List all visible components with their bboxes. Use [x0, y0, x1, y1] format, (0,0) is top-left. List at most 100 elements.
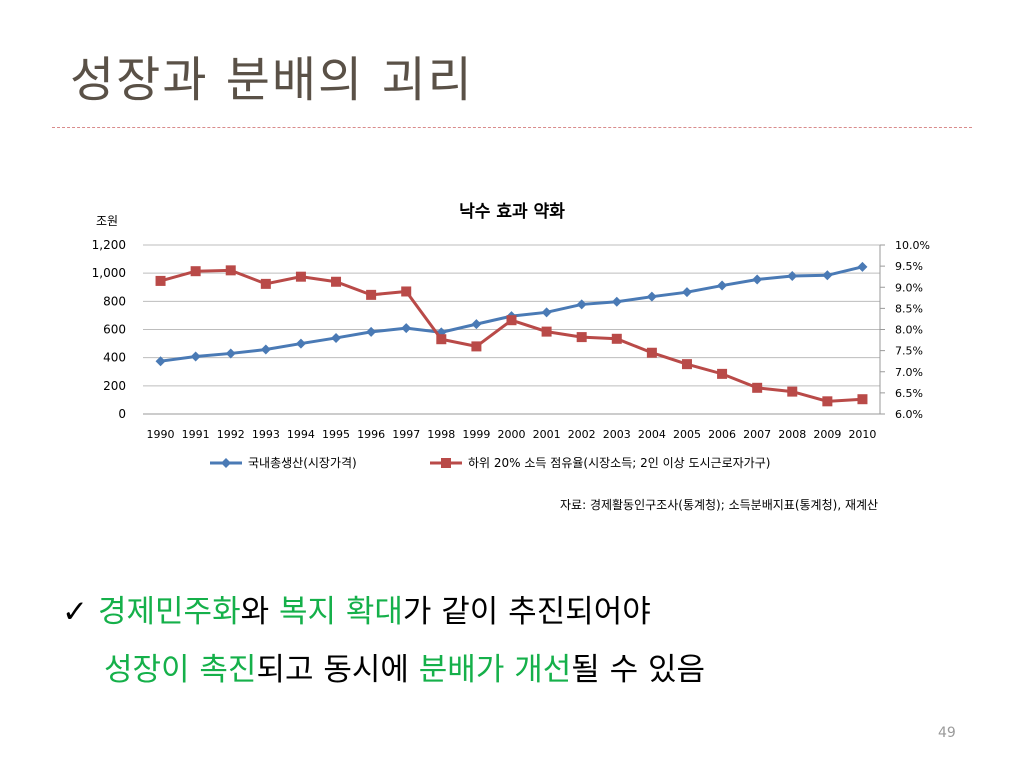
page-number: 49 [938, 725, 956, 741]
x-tick-label: 2006 [708, 428, 736, 441]
right-tick-label: 8.0% [895, 324, 923, 337]
data-point-gdp [366, 326, 377, 337]
slide-title: 성장과 분배의 괴리 [70, 52, 474, 108]
series-layer [155, 261, 868, 407]
bullet-line-1-segment: 와 [240, 594, 279, 630]
bullet-line-1-segment: 경제민주화 [97, 594, 241, 630]
x-tick-label: 1997 [392, 428, 420, 441]
bullet-line-2-segment: 될 수 있음 [571, 652, 706, 688]
data-point-gdp [401, 323, 412, 334]
chart-title: 낙수 효과 약화 [459, 201, 565, 222]
right-axis-ticks: 6.0% 6.5% 7.0% 7.5% 8.0% 8.5% 9.0% 9.5% 10.0% [880, 239, 930, 421]
left-tick-label: 400 [103, 351, 126, 365]
right-tick-label: 10.0% [895, 239, 930, 252]
right-tick-label: 7.5% [895, 345, 923, 358]
x-tick-label: 2004 [638, 428, 666, 441]
data-point-share [576, 332, 587, 343]
data-point-share [857, 394, 868, 405]
x-tick-label: 2005 [673, 428, 701, 441]
data-point-gdp [190, 351, 201, 362]
data-point-share [646, 347, 657, 358]
data-point-share [401, 286, 412, 297]
bullet-line-2: 성장이 촉진되고 동시에 분배가 개선될 수 있음 [104, 644, 705, 689]
title-divider [52, 127, 972, 128]
data-point-share [541, 326, 552, 337]
data-point-share [822, 396, 833, 407]
data-point-gdp [576, 299, 587, 310]
legend-label-1: 국내총생산(시장가격) [248, 456, 357, 470]
x-tick-label: 1999 [462, 428, 490, 441]
right-tick-label: 8.5% [895, 302, 923, 315]
x-tick-label: 1993 [252, 428, 280, 441]
data-point-gdp [857, 261, 868, 272]
data-point-share [787, 386, 798, 397]
left-tick-label: 0 [118, 407, 126, 421]
left-tick-label: 1,200 [92, 238, 126, 252]
legend-marker-square [441, 458, 451, 468]
data-point-gdp [752, 274, 763, 285]
bullet-line-1: ✓ 경제민주화와 복지 확대가 같이 추진되어야 [62, 586, 651, 631]
source-note: 자료: 경제활동인구조사(통계청); 소득분배지표(통계청), 재계산 [560, 498, 879, 512]
x-tick-label: 1994 [287, 428, 315, 441]
x-tick-label: 2002 [568, 428, 596, 441]
x-tick-label: 1991 [182, 428, 210, 441]
x-tick-label: 2003 [603, 428, 631, 441]
x-tick-label: 1992 [217, 428, 245, 441]
data-point-gdp [295, 338, 306, 349]
x-axis-ticks: 1990 1991 1992 1993 1994 1995 1996 1997 1998 1999… [147, 428, 877, 441]
data-point-share [611, 333, 622, 344]
right-tick-label: 7.0% [895, 366, 923, 379]
data-point-share [366, 289, 377, 300]
x-tick-label: 2008 [778, 428, 806, 441]
data-point-gdp [611, 296, 622, 307]
left-tick-label: 600 [103, 323, 126, 337]
right-tick-label: 6.5% [895, 387, 923, 400]
x-tick-label: 2010 [848, 428, 876, 441]
left-axis-unit: 조원 [96, 214, 118, 228]
bullet-line-1-segment: 가 같이 추진되어야 [402, 594, 651, 630]
data-point-share [752, 382, 763, 393]
data-point-share [331, 276, 342, 287]
data-point-gdp [260, 344, 271, 355]
bullet-line-2-segment: 성장이 촉진 [104, 652, 257, 688]
right-tick-label: 6.0% [895, 408, 923, 421]
x-tick-label: 1995 [322, 428, 350, 441]
data-point-gdp [541, 307, 552, 318]
x-tick-label: 2000 [498, 428, 526, 441]
x-tick-label: 2007 [743, 428, 771, 441]
legend: 국내총생산(시장가격) 하위 20% 소득 점유율(시장소득; 2인 이상 도시근… [210, 456, 770, 470]
data-point-share [436, 334, 447, 345]
data-point-share [471, 341, 482, 352]
x-tick-label: 2009 [813, 428, 841, 441]
data-point-gdp [681, 287, 692, 298]
bullet-line-2-segment: 분배가 개선 [418, 652, 572, 688]
check-icon: ✓ [62, 594, 88, 630]
bullet-line-2-segment: 되고 동시에 [256, 652, 419, 688]
data-point-share [295, 271, 306, 282]
right-tick-label: 9.5% [895, 260, 923, 273]
data-point-gdp [787, 270, 798, 281]
data-point-share [190, 266, 201, 277]
legend-marker-diamond [221, 458, 231, 468]
data-point-gdp [331, 332, 342, 343]
data-point-share [225, 265, 236, 276]
data-point-gdp [155, 356, 166, 367]
data-point-share [681, 359, 692, 370]
right-tick-label: 9.0% [895, 281, 923, 294]
x-tick-label: 1990 [147, 428, 175, 441]
x-tick-label: 1996 [357, 428, 385, 441]
data-point-gdp [822, 270, 833, 281]
bullet-line-1-segment: 복지 확대 [278, 594, 403, 630]
left-tick-label: 1,000 [92, 266, 126, 280]
data-point-share [260, 278, 271, 289]
data-point-share [506, 315, 517, 326]
data-point-gdp [717, 280, 728, 291]
left-axis-ticks: 0 200 400 600 800 1,000 1,200 [92, 238, 126, 421]
data-point-gdp [471, 319, 482, 330]
left-tick-label: 200 [103, 379, 126, 393]
data-point-gdp [646, 291, 657, 302]
data-point-gdp [225, 348, 236, 359]
x-tick-label: 1998 [427, 428, 455, 441]
x-tick-label: 2001 [533, 428, 561, 441]
